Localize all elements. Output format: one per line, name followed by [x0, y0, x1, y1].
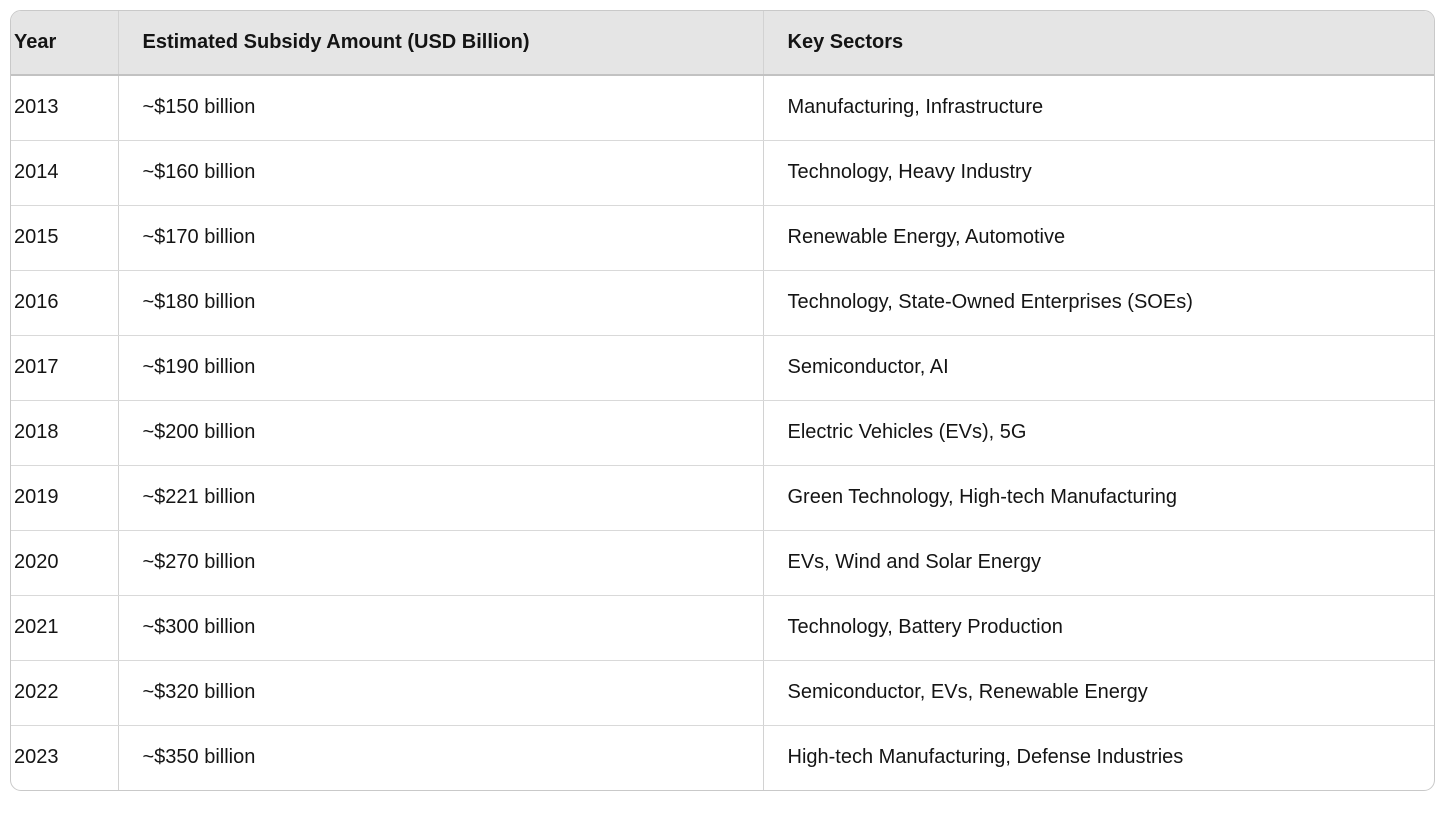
amount-cell: ~$350 billion — [117, 725, 763, 790]
amount-cell: ~$270 billion — [117, 530, 763, 596]
amount-cell: ~$190 billion — [117, 335, 763, 401]
year-cell: 2014 — [11, 140, 118, 206]
sectors-cell: Green Technology, High-tech Manufacturin… — [762, 465, 1434, 531]
table-row: 2014 ~$160 billion Technology, Heavy Ind… — [11, 140, 1434, 206]
column-header-amount: Estimated Subsidy Amount (USD Billion) — [117, 11, 763, 76]
amount-cell: ~$200 billion — [117, 400, 763, 466]
amount-cell: ~$150 billion — [117, 75, 763, 141]
year-cell: 2019 — [11, 465, 118, 531]
year-cell: 2021 — [11, 595, 118, 661]
amount-cell: ~$160 billion — [117, 140, 763, 206]
year-cell: 2020 — [11, 530, 118, 596]
table-row: 2013 ~$150 billion Manufacturing, Infras… — [11, 75, 1434, 141]
table-row: 2022 ~$320 billion Semiconductor, EVs, R… — [11, 660, 1434, 726]
amount-cell: ~$320 billion — [117, 660, 763, 726]
column-header-sectors: Key Sectors — [762, 11, 1434, 76]
table-row: 2023 ~$350 billion High-tech Manufacturi… — [11, 725, 1434, 790]
table-row: 2016 ~$180 billion Technology, State-Own… — [11, 270, 1434, 336]
sectors-cell: Technology, Heavy Industry — [762, 140, 1434, 206]
subsidy-table: Year Estimated Subsidy Amount (USD Billi… — [11, 11, 1434, 790]
subsidy-table-container: Year Estimated Subsidy Amount (USD Billi… — [10, 10, 1435, 791]
sectors-cell: High-tech Manufacturing, Defense Industr… — [762, 725, 1434, 790]
amount-cell: ~$170 billion — [117, 205, 763, 271]
amount-cell: ~$300 billion — [117, 595, 763, 661]
sectors-cell: Renewable Energy, Automotive — [762, 205, 1434, 271]
table-row: 2021 ~$300 billion Technology, Battery P… — [11, 595, 1434, 661]
column-header-year: Year — [11, 11, 118, 76]
amount-cell: ~$180 billion — [117, 270, 763, 336]
table-row: 2015 ~$170 billion Renewable Energy, Aut… — [11, 205, 1434, 271]
sectors-cell: Electric Vehicles (EVs), 5G — [762, 400, 1434, 466]
year-cell: 2016 — [11, 270, 118, 336]
amount-cell: ~$221 billion — [117, 465, 763, 531]
sectors-cell: Semiconductor, AI — [762, 335, 1434, 401]
year-cell: 2022 — [11, 660, 118, 726]
table-row: 2018 ~$200 billion Electric Vehicles (EV… — [11, 400, 1434, 466]
sectors-cell: Semiconductor, EVs, Renewable Energy — [762, 660, 1434, 726]
year-cell: 2013 — [11, 75, 118, 141]
sectors-cell: Manufacturing, Infrastructure — [762, 75, 1434, 141]
table-header-row: Year Estimated Subsidy Amount (USD Billi… — [11, 11, 1434, 76]
year-cell: 2018 — [11, 400, 118, 466]
table-row: 2019 ~$221 billion Green Technology, Hig… — [11, 465, 1434, 531]
sectors-cell: EVs, Wind and Solar Energy — [762, 530, 1434, 596]
year-cell: 2023 — [14, 746, 59, 769]
year-cell: 2017 — [11, 335, 118, 401]
sectors-cell: Technology, Battery Production — [762, 595, 1434, 661]
table-row: 2020 ~$270 billion EVs, Wind and Solar E… — [11, 530, 1434, 596]
sectors-cell: Technology, State-Owned Enterprises (SOE… — [762, 270, 1434, 336]
table-row: 2017 ~$190 billion Semiconductor, AI — [11, 335, 1434, 401]
year-cell: 2015 — [11, 205, 118, 271]
